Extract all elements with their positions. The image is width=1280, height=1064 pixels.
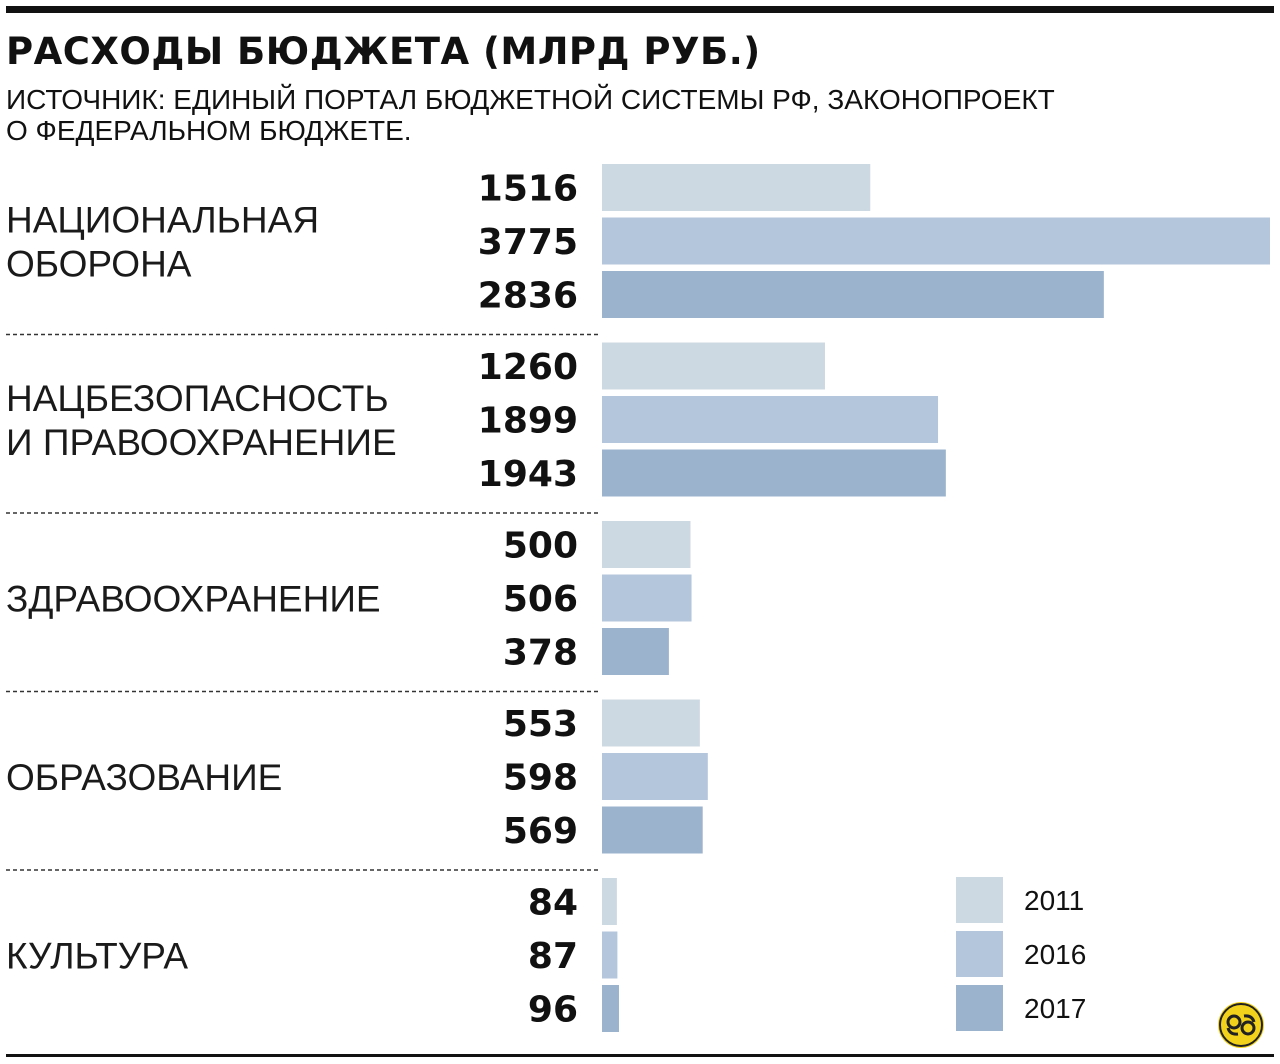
legend-label: 2011 xyxy=(1024,885,1084,916)
bar xyxy=(602,753,708,800)
source-line-2: О ФЕДЕРАЛЬНОМ БЮДЖЕТЕ. xyxy=(6,115,412,146)
value-label: 569 xyxy=(503,811,578,852)
legend-label: 2016 xyxy=(1024,939,1086,970)
value-label: 96 xyxy=(528,990,578,1031)
source-line-1: ИСТОЧНИК: ЕДИНЫЙ ПОРТАЛ БЮДЖЕТНОЙ СИСТЕМ… xyxy=(6,84,1055,115)
legend-swatch xyxy=(956,985,1003,1031)
top-rule xyxy=(6,6,1274,13)
legend-label: 2017 xyxy=(1024,993,1086,1024)
value-label: 84 xyxy=(528,883,578,924)
bar xyxy=(602,574,692,622)
value-label: 500 xyxy=(503,526,578,567)
value-label: 378 xyxy=(503,633,578,674)
chart-title: РАСХОДЫ БЮДЖЕТА (МЛРД РУБ.) xyxy=(6,30,761,73)
category-label: НАЦИОНАЛЬНАЯ xyxy=(6,199,319,240)
value-label: 1260 xyxy=(478,347,578,388)
bar xyxy=(602,164,871,211)
bar xyxy=(602,342,825,390)
value-label: 1943 xyxy=(478,454,578,495)
bar xyxy=(602,878,617,925)
category-label: И ПРАВООХРАНЕНИЕ xyxy=(6,422,397,463)
bar xyxy=(602,628,669,675)
category-label: ОБОРОНА xyxy=(6,243,192,284)
value-label: 2836 xyxy=(478,276,578,317)
category-label: НАЦБЕЗОПАСНОСТЬ xyxy=(6,378,389,419)
value-label: 87 xyxy=(528,936,578,977)
value-label: 506 xyxy=(503,579,578,620)
bar xyxy=(602,699,700,747)
coin-logo-icon xyxy=(1218,1002,1264,1048)
bar xyxy=(602,217,1270,265)
bar xyxy=(602,449,946,497)
bar xyxy=(602,985,619,1032)
legend-swatch xyxy=(956,877,1003,923)
value-label: 553 xyxy=(503,704,578,745)
bar xyxy=(602,396,939,443)
category-label: ОБРАЗОВАНИЕ xyxy=(6,757,282,798)
value-label: 1899 xyxy=(478,401,578,442)
value-label: 598 xyxy=(503,758,578,799)
legend-swatch xyxy=(956,931,1003,977)
bar xyxy=(602,521,691,568)
category-label: КУЛЬТУРА xyxy=(6,935,188,976)
category-label: ЗДРАВООХРАНЕНИЕ xyxy=(6,578,381,619)
value-label: 3775 xyxy=(478,222,578,263)
bar xyxy=(602,931,618,979)
bar xyxy=(602,806,703,854)
bottom-rule xyxy=(6,1054,1274,1057)
value-label: 1516 xyxy=(478,169,578,210)
bar xyxy=(602,271,1104,318)
source-note: ИСТОЧНИК: ЕДИНЫЙ ПОРТАЛ БЮДЖЕТНОЙ СИСТЕМ… xyxy=(6,84,1206,146)
